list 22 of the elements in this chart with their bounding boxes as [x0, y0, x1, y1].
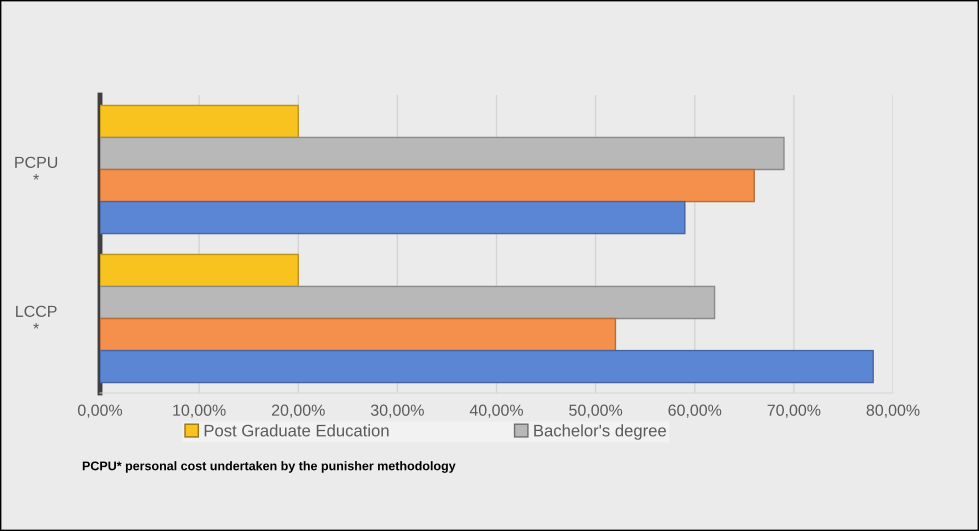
- y-tick-label: PCPU *: [15, 156, 58, 180]
- bar: [100, 318, 616, 352]
- y-tick-label: LCCP *: [16, 306, 57, 329]
- legend-label: Post Graduate Education: [204, 424, 388, 437]
- text: PCPU* personal cost undertaken by the punisher methodology: [82, 461, 456, 473]
- x-tick-label: 30,00%: [370, 404, 424, 418]
- x-tick-label: 20,00%: [272, 404, 325, 418]
- bar: [100, 286, 716, 320]
- x-tick-label: 80,00%: [866, 404, 920, 418]
- x-tick-label: 60,00%: [668, 404, 722, 418]
- bar: [100, 104, 299, 138]
- x-tick-label: 10,00%: [173, 404, 226, 418]
- x-tick-label: 0,00%: [78, 404, 122, 418]
- bar: [100, 254, 299, 288]
- x-tick-label: 50,00%: [569, 404, 622, 418]
- x-tick-label: 70,00%: [768, 404, 820, 418]
- bar: [100, 350, 874, 384]
- bar: [100, 200, 686, 234]
- bar: [100, 136, 785, 170]
- bar: [100, 168, 755, 202]
- x-tick-label: 40,00%: [470, 404, 524, 418]
- legend-label: Bachelor's degree: [534, 424, 666, 440]
